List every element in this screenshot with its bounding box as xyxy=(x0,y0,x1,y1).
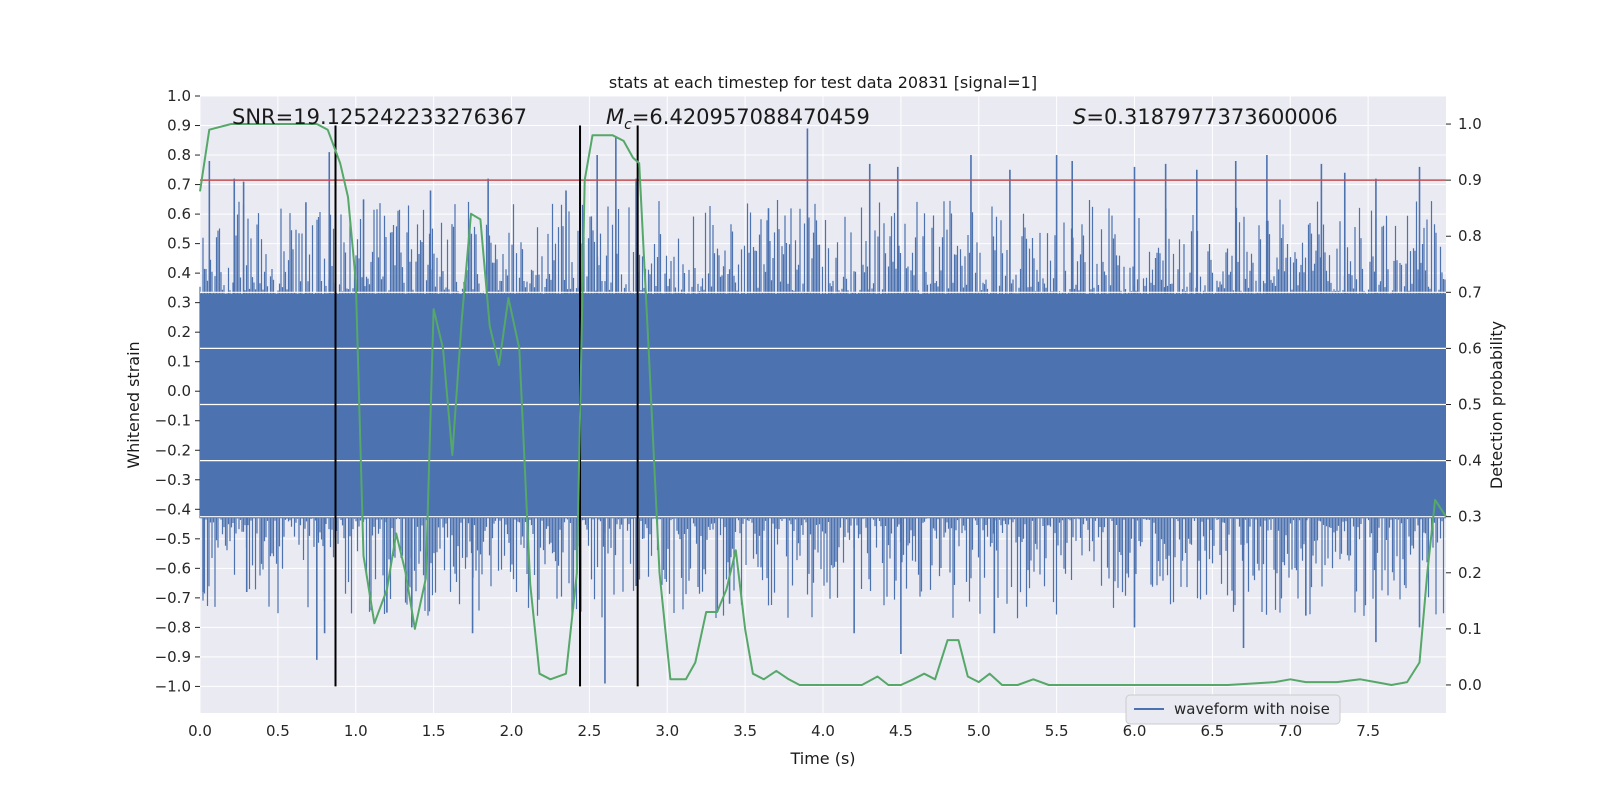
mc-value: =6.420957088470459 xyxy=(632,105,870,129)
y-tick-label: −0.2 xyxy=(155,441,191,459)
x-tick-label: 2.5 xyxy=(577,722,601,740)
x-tick-label: 4.0 xyxy=(811,722,835,740)
y2-tick-label: 0.3 xyxy=(1458,508,1482,526)
y-tick-label: 0.2 xyxy=(167,323,191,341)
y-tick-label: −0.3 xyxy=(155,471,191,489)
x-tick-label: 5.0 xyxy=(967,722,991,740)
y2-tick-label: 1.0 xyxy=(1458,115,1482,133)
chart-title: stats at each timestep for test data 208… xyxy=(609,73,1037,92)
y-tick-label: 0.4 xyxy=(167,264,191,282)
y-tick-label: −0.1 xyxy=(155,412,191,430)
x-tick-label: 7.0 xyxy=(1278,722,1302,740)
x-tick-label: 3.5 xyxy=(733,722,757,740)
y2-tick-label: 0.1 xyxy=(1458,620,1482,638)
y-axis-label: Whitened strain xyxy=(124,341,143,468)
y-axis-ticks: 1.0 0.9 0.8 0.7 0.6 0.5 0.4 0.3 0.2 0.1 0.0 −0.1 −0.… xyxy=(155,87,200,695)
chirp-mass-annotation: Mc=6.420957088470459 xyxy=(606,105,870,133)
x-tick-label: 3.0 xyxy=(655,722,679,740)
y2-tick-label: 0.5 xyxy=(1458,396,1482,414)
y-tick-label: 0.6 xyxy=(167,205,191,223)
x-tick-label: 1.5 xyxy=(422,722,446,740)
x-tick-label: 5.5 xyxy=(1045,722,1069,740)
y2-tick-label: 0.0 xyxy=(1458,676,1482,694)
y-tick-label: −1.0 xyxy=(155,677,191,695)
x-axis-label: Time (s) xyxy=(789,749,855,768)
x-tick-label: 2.0 xyxy=(500,722,524,740)
y-tick-label: −0.8 xyxy=(155,618,191,636)
legend-box xyxy=(1125,694,1341,725)
x-tick-label: 6.0 xyxy=(1123,722,1147,740)
x-tick-label: 7.5 xyxy=(1356,722,1380,740)
s-symbol: S xyxy=(1073,105,1086,129)
y-tick-label: 0.7 xyxy=(167,176,191,194)
waveform-series xyxy=(199,128,1446,684)
legend-label: waveform with noise xyxy=(1174,700,1330,718)
y2-tick-label: 0.9 xyxy=(1458,171,1482,189)
x-axis-ticks: 0.0 0.5 1.0 1.5 2.0 2.5 3.0 3.5 4.0 4.5 5.0 5.5 6.0 6… xyxy=(188,722,1380,740)
y2-tick-label: 0.6 xyxy=(1458,339,1482,357)
y-tick-label: 1.0 xyxy=(167,87,191,105)
detection-probability-series xyxy=(199,123,1447,686)
waveform-trace xyxy=(199,199,1446,619)
x-tick-label: 4.5 xyxy=(889,722,913,740)
y2-tick-label: 0.7 xyxy=(1458,283,1482,301)
s-annotation: S=0.3187977373600006 xyxy=(1073,105,1338,129)
y-tick-label: −0.4 xyxy=(155,500,191,518)
x-tick-label: 0.0 xyxy=(188,722,212,740)
y2-axis-label: Detection probability xyxy=(1487,321,1506,489)
y-tick-label: 0.9 xyxy=(167,117,191,135)
y2-tick-label: 0.4 xyxy=(1458,452,1482,470)
x-tick-label: 6.5 xyxy=(1200,722,1224,740)
y-tick-label: −0.5 xyxy=(155,530,191,548)
snr-annotation: SNR=19.125242233276367 xyxy=(232,105,527,129)
y2-tick-label: 0.2 xyxy=(1458,564,1482,582)
y-tick-label: −0.7 xyxy=(155,589,191,607)
legend: waveform with noise xyxy=(1125,694,1341,725)
mc-subscript: c xyxy=(624,117,632,133)
mc-symbol: M xyxy=(606,105,624,129)
x-tick-label: 1.0 xyxy=(344,722,368,740)
detection-probability-line xyxy=(199,123,1447,686)
y-tick-label: 0.3 xyxy=(167,294,191,312)
y-tick-label: −0.9 xyxy=(155,648,191,666)
s-value: =0.3187977373600006 xyxy=(1086,105,1337,129)
y-tick-label: −0.6 xyxy=(155,559,191,577)
y-tick-label: 0.1 xyxy=(167,353,191,371)
y-tick-label: 0.0 xyxy=(167,382,191,400)
y-tick-label: 0.8 xyxy=(167,146,191,164)
x-tick-label: 0.5 xyxy=(266,722,290,740)
y2-tick-label: 0.8 xyxy=(1458,227,1482,245)
y-tick-label: 0.5 xyxy=(167,235,191,253)
y2-axis-ticks: 1.0 0.9 0.8 0.7 0.6 0.5 0.4 0.3 0.2 0.1 0.0 xyxy=(1446,115,1482,694)
